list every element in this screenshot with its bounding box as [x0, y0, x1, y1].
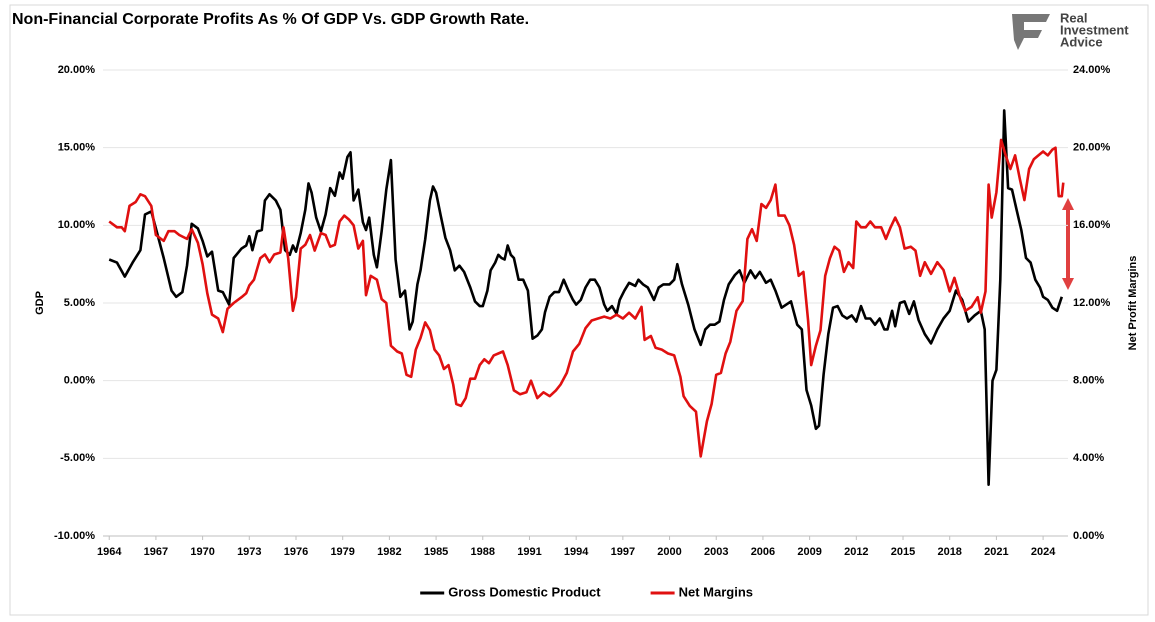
x-tick-label: 1982	[377, 546, 401, 558]
logo-text: Investment	[1060, 22, 1129, 37]
x-tick-label: 2000	[657, 546, 681, 558]
y-tick-label: 15.00%	[58, 142, 96, 154]
x-tick-label: 2006	[751, 546, 775, 558]
x-tick-label: 1979	[330, 546, 354, 558]
y2-tick-label: 8.00%	[1073, 375, 1104, 387]
logo-icon	[1012, 14, 1050, 50]
data-line	[108, 109, 1064, 486]
x-tick-label: 1985	[424, 546, 448, 558]
y2-axis-label: Net Profit Margins	[1127, 256, 1139, 351]
x-tick-label: 1973	[237, 546, 261, 558]
x-tick-label: 2012	[844, 546, 868, 558]
arrow-head	[1062, 278, 1074, 290]
chart-border	[9, 4, 1149, 616]
x-tick-label: 2018	[937, 546, 961, 558]
data-line	[108, 138, 1065, 458]
x-tick-label: 2003	[704, 546, 728, 558]
chart-title: Non-Financial Corporate Profits As % Of …	[12, 11, 529, 28]
x-tick-label: 2021	[984, 546, 1008, 558]
logo-text: Advice	[1060, 34, 1103, 49]
x-tick-label: 1991	[517, 546, 541, 558]
x-tick-label: 1964	[97, 546, 122, 558]
y-tick-label: -5.00%	[60, 452, 95, 464]
logo-text: Real	[1060, 10, 1087, 25]
x-tick-label: 1988	[471, 546, 495, 558]
x-tick-label: 1997	[611, 546, 635, 558]
legend-label: Net Margins	[679, 584, 753, 599]
x-tick-label: 1970	[190, 546, 214, 558]
y2-tick-label: 20.00%	[1073, 142, 1111, 154]
y-tick-label: -10.00%	[54, 530, 95, 542]
y2-tick-label: 24.00%	[1073, 64, 1111, 76]
y2-tick-label: 16.00%	[1073, 219, 1111, 231]
y2-tick-label: 4.00%	[1073, 452, 1104, 464]
gap-arrow	[1062, 198, 1074, 290]
y-tick-label: 5.00%	[64, 297, 95, 309]
arrow-head	[1062, 198, 1074, 210]
x-tick-label: 1976	[284, 546, 308, 558]
x-tick-label: 2009	[797, 546, 821, 558]
y2-tick-label: 12.00%	[1073, 297, 1111, 309]
x-tick-label: 2015	[891, 546, 915, 558]
y-tick-label: 0.00%	[64, 375, 95, 387]
y-tick-label: 20.00%	[58, 64, 96, 76]
y-tick-label: 10.00%	[58, 219, 96, 231]
logo: Real Investment Advice	[1012, 10, 1129, 50]
x-tick-label: 1994	[564, 546, 589, 558]
x-tick-label: 1967	[144, 546, 168, 558]
y-axis-label: GDP	[34, 291, 46, 315]
legend-label: Gross Domestic Product	[448, 584, 601, 599]
y2-tick-label: 0.00%	[1073, 530, 1104, 542]
x-tick-label: 2024	[1031, 546, 1056, 558]
